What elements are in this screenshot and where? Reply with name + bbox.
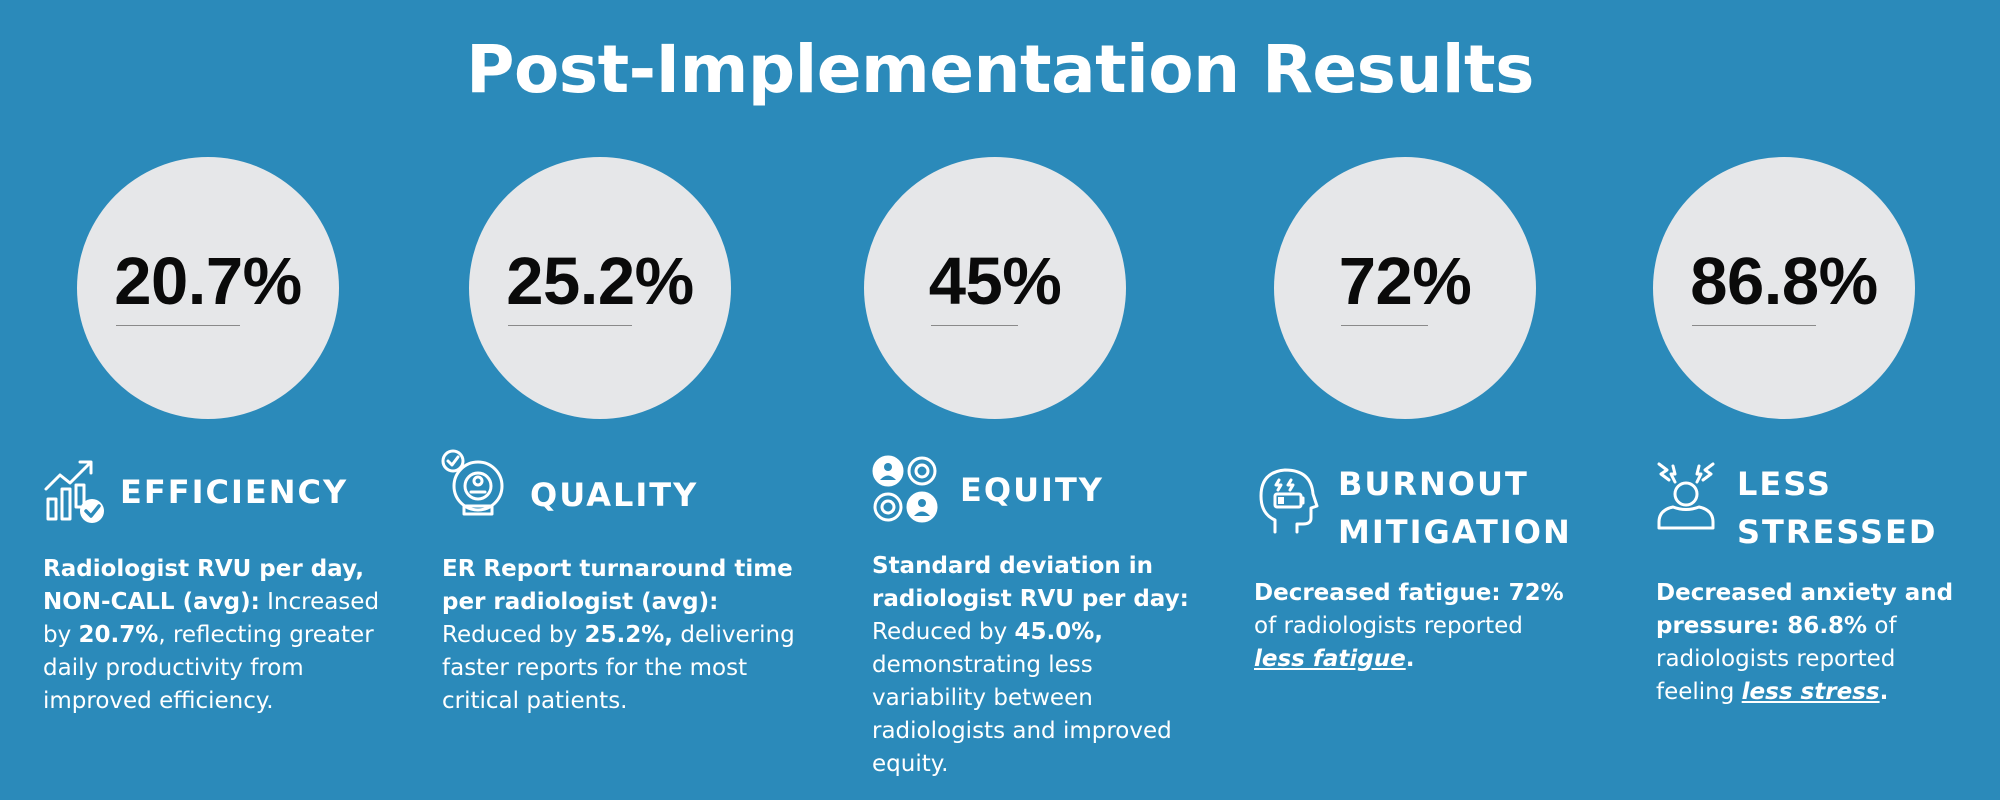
- heading-burnout: BURNOUT MITIGATION: [1338, 460, 1572, 556]
- desc-quality-bold2: 25.2%,: [584, 622, 674, 648]
- desc-burnout-bold: Decreased fatigue: 72%: [1254, 580, 1564, 606]
- heading-equity: EQUITY: [960, 471, 1104, 509]
- metric-circle-efficiency: 20.7%: [77, 157, 339, 419]
- desc-efficiency-bold: Radiologist RVU per day, NON-CALL (avg):: [43, 556, 364, 615]
- desc-stress-text1: of radiologists reported feeling: [1656, 613, 1897, 705]
- metric-value-burnout: 72%: [1338, 243, 1472, 326]
- desc-efficiency: Radiologist RVU per day, NON-CALL (avg):…: [43, 553, 383, 718]
- metric-circle-stress: 86.8%: [1653, 157, 1915, 419]
- desc-stress-text2: .: [1879, 679, 1889, 705]
- heading-quality: QUALITY: [530, 476, 699, 514]
- metric-circle-quality: 25.2%: [469, 157, 731, 419]
- mri-scanner-check-icon: [440, 448, 506, 518]
- desc-burnout-emphasis: less fatigue: [1254, 646, 1406, 672]
- desc-equity-bold: Standard deviation in radiologist RVU pe…: [872, 553, 1189, 612]
- metric-value-equity: 45%: [928, 243, 1062, 326]
- desc-equity: Standard deviation in radiologist RVU pe…: [872, 550, 1197, 781]
- desc-quality-bold: ER Report turnaround time per radiologis…: [442, 556, 793, 615]
- growth-chart-check-icon: [42, 455, 108, 525]
- heading-burnout-line2: MITIGATION: [1338, 513, 1572, 551]
- desc-quality-text1: Reduced by: [442, 622, 585, 648]
- metric-circle-burnout: 72%: [1274, 157, 1536, 419]
- head-low-battery-icon: [1253, 466, 1319, 536]
- desc-burnout: Decreased fatigue: 72% of radiologists r…: [1254, 577, 1574, 676]
- desc-efficiency-text2: , reflecting greater daily productivity …: [43, 622, 374, 714]
- people-chat-icon: [872, 455, 938, 525]
- heading-stress-line1: LESS: [1737, 465, 1832, 503]
- desc-equity-text1: Reduced by: [872, 619, 1015, 645]
- desc-quality: ER Report turnaround time per radiologis…: [442, 553, 812, 718]
- desc-stress: Decreased anxiety and pressure: 86.8% of…: [1656, 577, 1976, 709]
- desc-equity-bold2: 45.0%,: [1014, 619, 1104, 645]
- desc-stress-emphasis: less stress: [1741, 679, 1880, 705]
- desc-equity-text2: demonstrating less variability between r…: [872, 652, 1172, 777]
- heading-burnout-line1: BURNOUT: [1338, 465, 1529, 503]
- metric-circle-equity: 45%: [864, 157, 1126, 419]
- stressed-person-icon: [1653, 460, 1719, 530]
- desc-efficiency-bold2: 20.7%: [78, 622, 159, 648]
- desc-stress-bold: Decreased anxiety and pressure: 86.8%: [1656, 580, 1954, 639]
- heading-efficiency: EFFICIENCY: [120, 473, 349, 511]
- desc-quality-text2: delivering faster reports for the most c…: [442, 622, 795, 714]
- desc-burnout-text1: of radiologists reported: [1254, 613, 1523, 639]
- metric-value-stress: 86.8%: [1690, 243, 1878, 326]
- heading-stress: LESS STRESSED: [1737, 460, 1937, 556]
- desc-burnout-text2: .: [1405, 646, 1415, 672]
- metric-value-efficiency: 20.7%: [114, 243, 302, 326]
- heading-stress-line2: STRESSED: [1737, 513, 1938, 551]
- desc-efficiency-text1: Increased by: [43, 589, 380, 648]
- page-title: Post-Implementation Results: [466, 31, 1534, 108]
- metric-value-quality: 25.2%: [506, 243, 694, 326]
